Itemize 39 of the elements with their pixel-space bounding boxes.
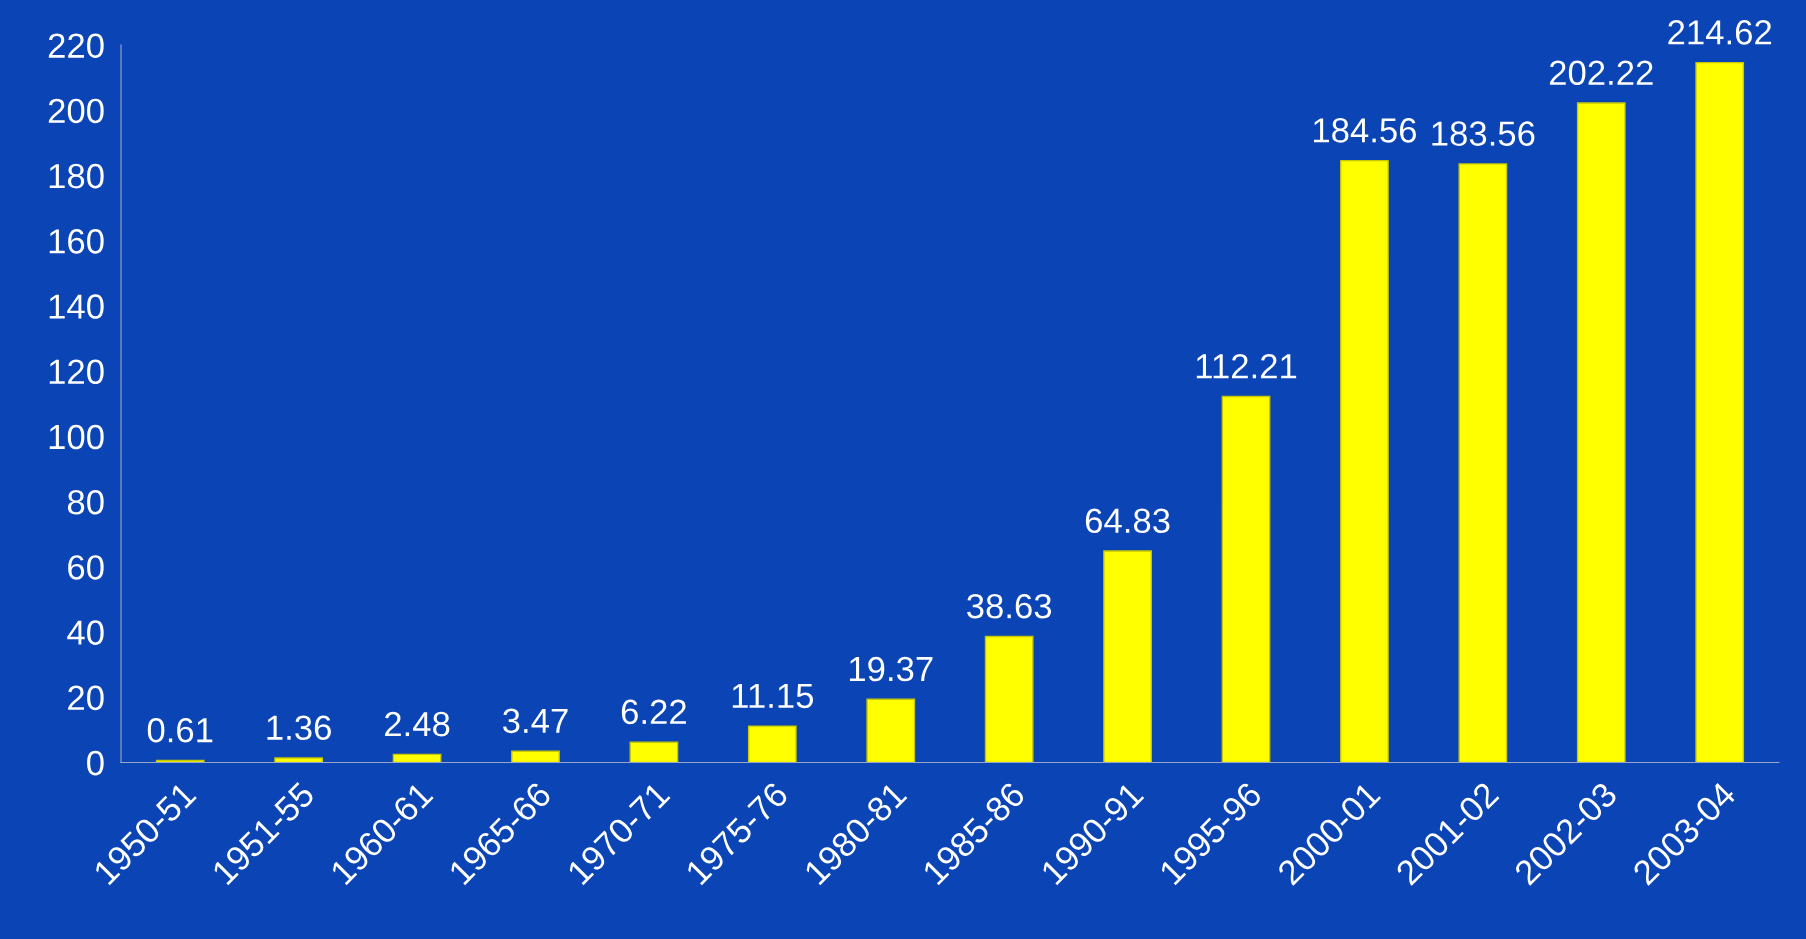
y-tick-label: 160 — [49, 229, 104, 254]
data-label: 202.22 — [1549, 60, 1653, 86]
y-tick-label: 80 — [67, 489, 104, 515]
data-label: 19.37 — [849, 656, 933, 682]
y-tick-label: 60 — [68, 555, 104, 580]
data-label: 112.21 — [1196, 354, 1297, 379]
data-label: 2.48 — [385, 711, 450, 737]
data-label: 3.47 — [503, 708, 568, 734]
bar — [1103, 550, 1152, 763]
bar — [629, 741, 679, 763]
y-tick-label: 0 — [87, 750, 104, 776]
data-label: 0.61 — [147, 717, 213, 743]
y-tick-label: 180 — [49, 163, 104, 189]
y-tick-label: 200 — [48, 98, 104, 124]
y-tick-label: 100 — [49, 424, 104, 450]
data-label: 183.56 — [1432, 121, 1535, 146]
bar — [866, 698, 916, 763]
y-tick-label: 120 — [49, 359, 104, 385]
bar — [1221, 395, 1271, 763]
bar — [511, 750, 560, 763]
data-label: 64.83 — [1085, 508, 1170, 534]
bar — [1340, 159, 1389, 763]
data-label: 38.63 — [967, 593, 1052, 619]
bar — [984, 635, 1034, 763]
y-tick-label: 140 — [49, 294, 104, 319]
y-tick-label: 220 — [48, 33, 104, 58]
bar — [1458, 163, 1508, 763]
bar — [274, 757, 324, 763]
y-tick-label: 40 — [67, 620, 104, 645]
data-label: 214.62 — [1668, 20, 1772, 45]
bar — [392, 753, 442, 763]
data-label: 184.56 — [1313, 118, 1417, 143]
data-label: 1.36 — [267, 715, 331, 741]
data-label: 6.22 — [621, 699, 686, 725]
bar — [1695, 61, 1745, 763]
bar — [1576, 102, 1626, 763]
data-label: 11.15 — [732, 683, 814, 709]
bar — [747, 725, 797, 763]
y-tick-label: 20 — [68, 685, 104, 711]
